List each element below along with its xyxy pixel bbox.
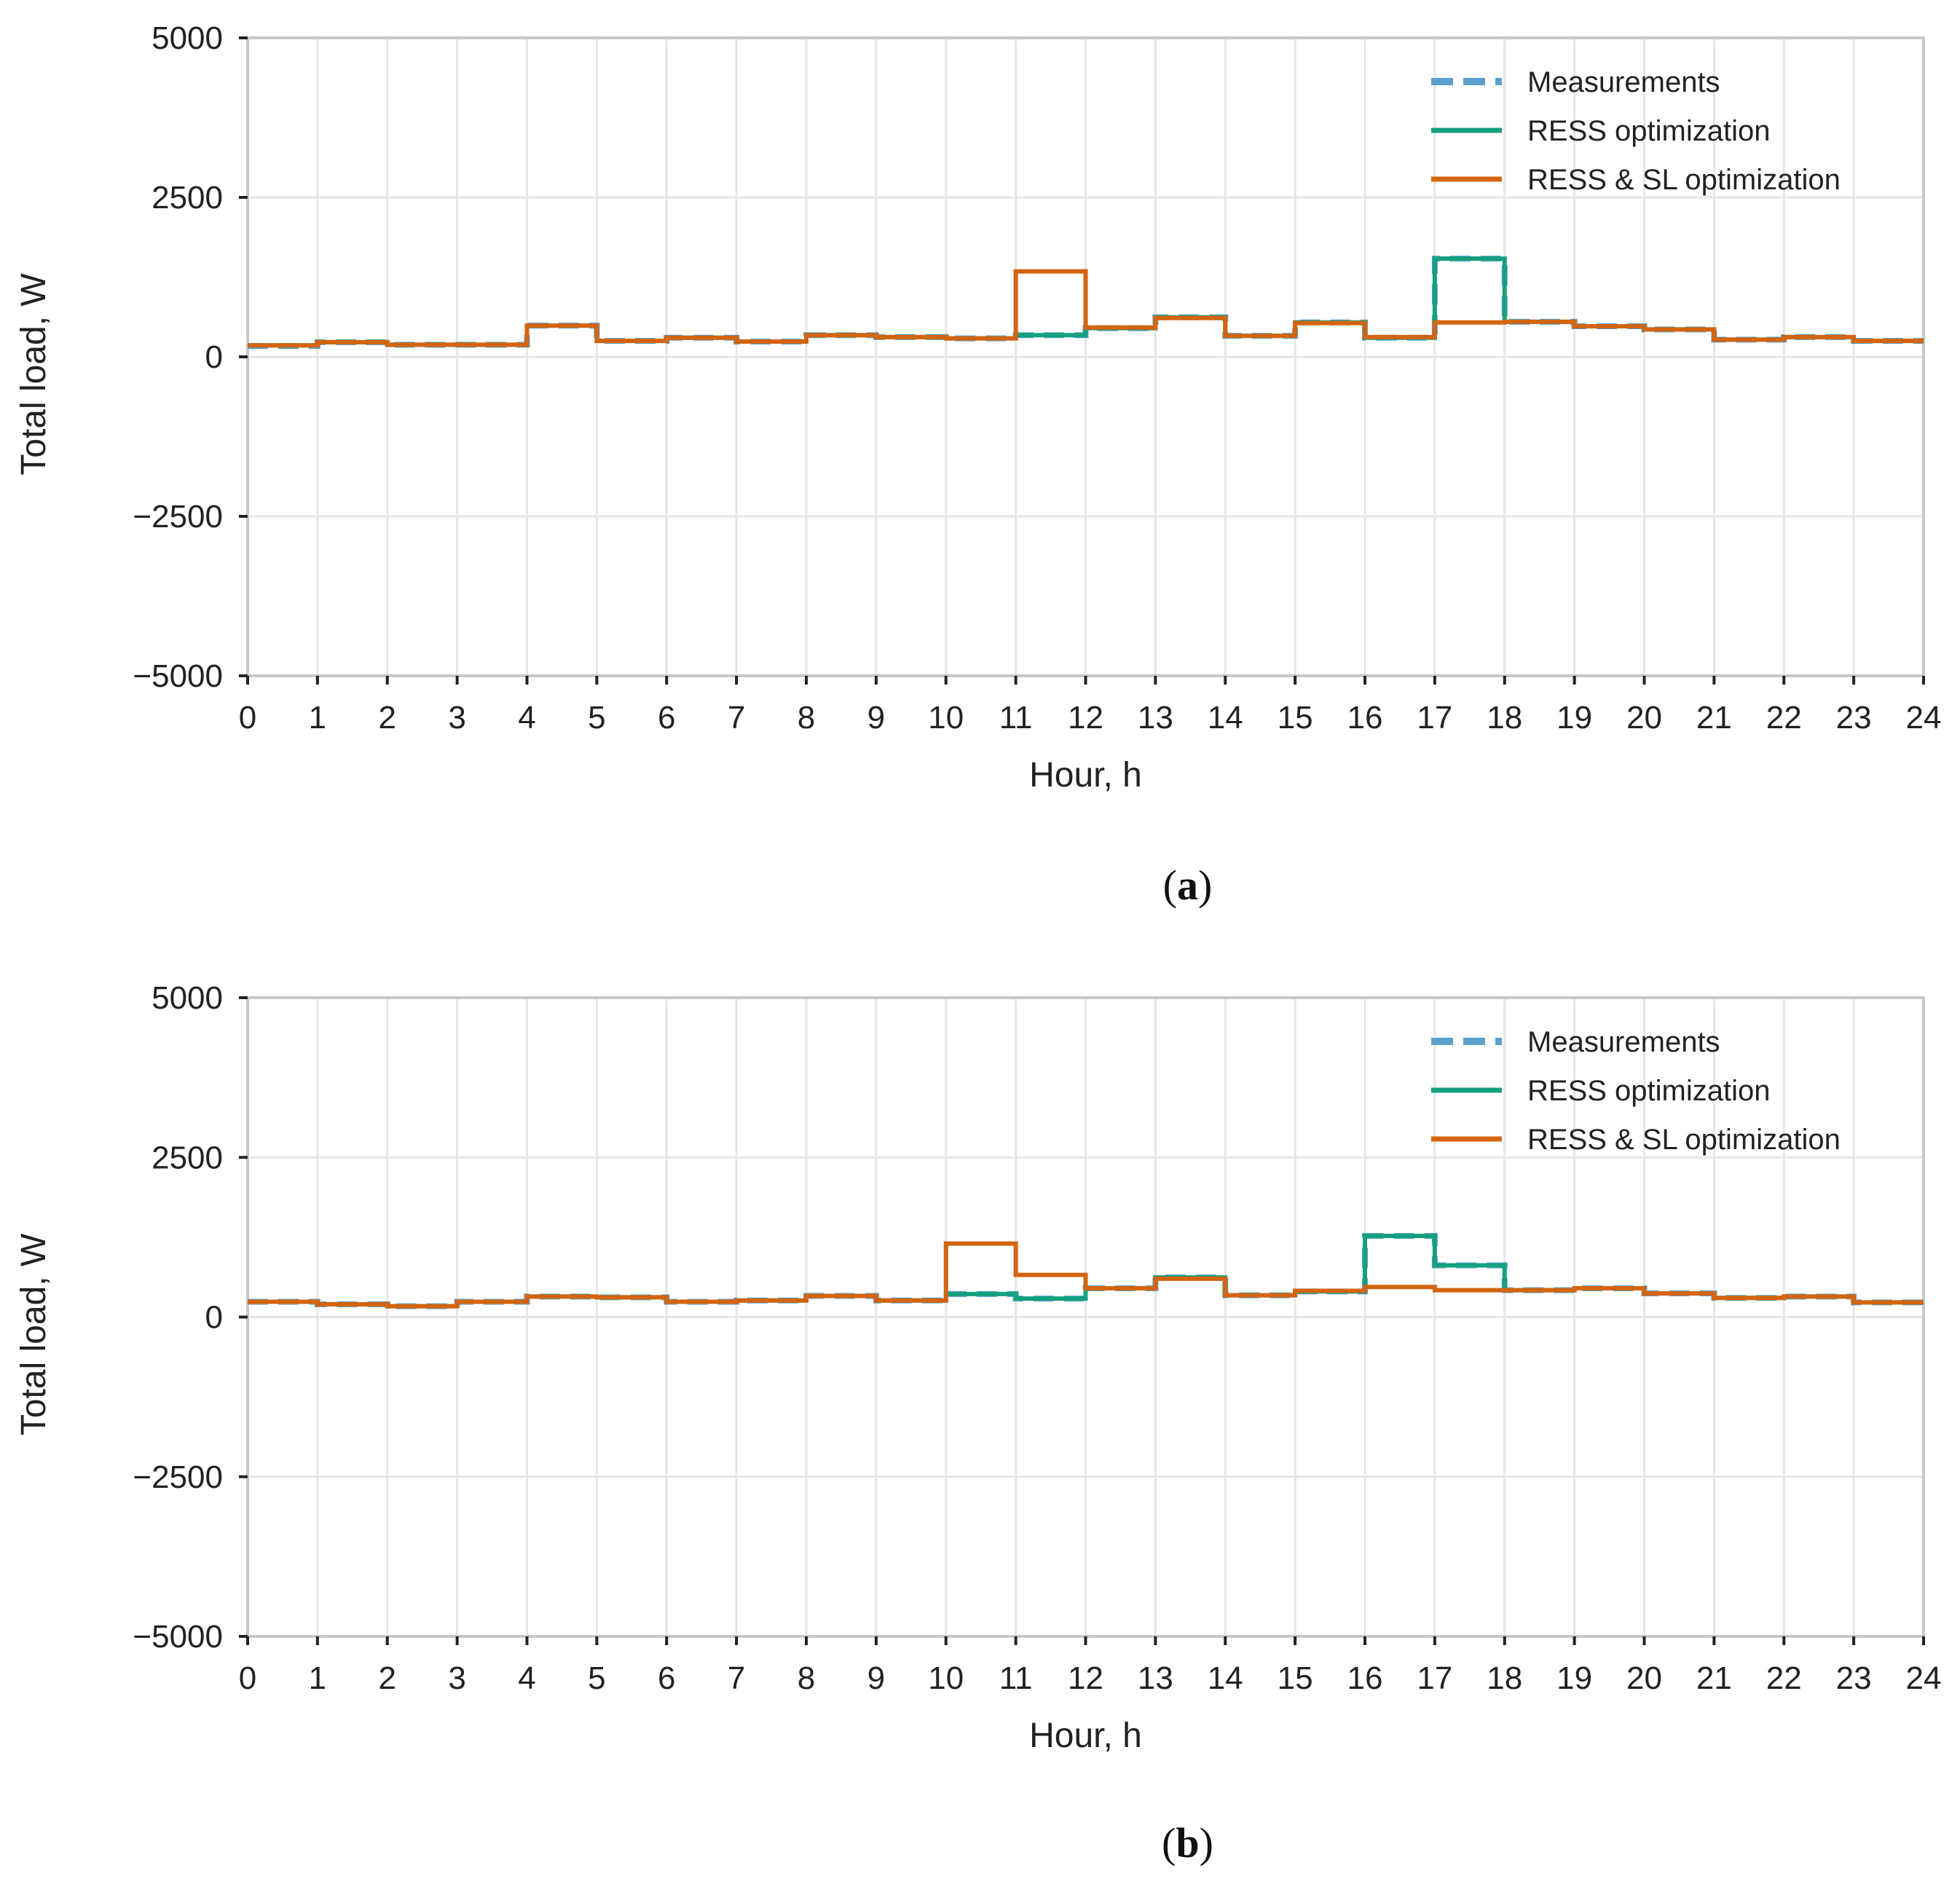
- x-axis-label: Hour, h: [1029, 756, 1142, 795]
- x-tick-label: 22: [1766, 700, 1802, 736]
- x-tick-label: 0: [239, 700, 256, 736]
- chart-panel-b: 0 1 2 3 4 5 6 7 8 9 10 11 12 13 14 15 16 17 18 19 20 21 22 23 24…: [15, 980, 1941, 1867]
- x-tick-label: 2: [379, 700, 396, 736]
- x-tick-label: 6: [658, 1660, 675, 1696]
- legend-label-1: Measurements: [1527, 1026, 1720, 1058]
- y-tick-label: −2500: [133, 499, 223, 535]
- caption-letter: b: [1176, 1819, 1199, 1867]
- x-tick-label: 24: [1906, 1660, 1942, 1696]
- x-tick-label: 12: [1068, 1660, 1103, 1696]
- legend-label-2: RESS optimization: [1527, 1075, 1770, 1107]
- caption-letter: a: [1177, 862, 1198, 909]
- x-tick-label: 17: [1417, 1660, 1452, 1696]
- y-tick-label: 0: [205, 1300, 223, 1336]
- caption-close-paren: ): [1198, 862, 1212, 909]
- y-tick-label: 2500: [151, 1140, 223, 1175]
- legend-label-1: Measurements: [1527, 66, 1720, 98]
- caption-open-paren: (: [1163, 862, 1177, 909]
- caption-close-paren: ): [1200, 1819, 1213, 1867]
- caption-open-paren: (: [1162, 1819, 1176, 1867]
- x-tick-label: 3: [448, 700, 465, 736]
- x-tick-label: 20: [1626, 1660, 1662, 1696]
- x-tick-label: 8: [798, 700, 815, 736]
- y-tick-label: 5000: [151, 980, 223, 1016]
- y-tick-label: 0: [205, 339, 223, 375]
- x-tick-label: 0: [239, 1660, 256, 1696]
- x-tick-label: 4: [518, 700, 535, 736]
- y-tick-label: 2500: [151, 180, 223, 216]
- x-tick-label: 21: [1696, 1660, 1732, 1696]
- x-tick-label: 1: [309, 700, 326, 736]
- y-axis-label: Total load, W: [15, 1233, 53, 1435]
- x-tick-label: 11: [999, 700, 1033, 736]
- x-tick-label: 10: [928, 1660, 964, 1696]
- x-tick-label: 13: [1138, 1660, 1173, 1696]
- x-tick-label: 19: [1556, 700, 1592, 736]
- x-tick-label: 1: [309, 1660, 326, 1696]
- series-line-3: [248, 269, 1924, 348]
- x-tick-label: 22: [1766, 1660, 1802, 1696]
- x-tick-label: 16: [1347, 700, 1383, 736]
- x-tick-label: 6: [658, 700, 675, 736]
- chart-panel-a: 0 1 2 3 4 5 6 7 8 9 10 11 12 13 14 15 16 17 18 19 20 21 22 23 24…: [15, 20, 1941, 909]
- x-tick-label: 15: [1278, 700, 1313, 736]
- x-tick-label: 18: [1487, 700, 1522, 736]
- x-tick-label: 9: [867, 1660, 885, 1696]
- x-tick-label: 18: [1487, 1660, 1522, 1696]
- x-tick-label: 10: [928, 700, 964, 736]
- x-tick-label: 5: [588, 700, 605, 736]
- x-tick-label: 3: [448, 1660, 465, 1696]
- legend-label-3: RESS & SL optimization: [1527, 1124, 1841, 1156]
- x-tick-label: 20: [1626, 700, 1662, 736]
- x-tick-label: 5: [588, 1660, 605, 1696]
- x-tick-label: 14: [1208, 1660, 1243, 1696]
- y-tick-label: −2500: [133, 1459, 223, 1495]
- x-tick-label: 21: [1696, 700, 1732, 736]
- x-tick-label: 7: [728, 1660, 745, 1696]
- y-tick-label: 5000: [151, 20, 223, 56]
- legend-label-3: RESS & SL optimization: [1527, 164, 1841, 196]
- x-tick-label: 8: [798, 1660, 815, 1696]
- y-axis-label: Total load, W: [15, 273, 53, 476]
- x-axis-label: Hour, h: [1029, 1716, 1142, 1755]
- x-tick-label: 17: [1417, 700, 1452, 736]
- x-tick-label: 11: [999, 1660, 1033, 1696]
- legend-label-2: RESS optimization: [1527, 115, 1770, 147]
- x-tick-label: 19: [1556, 1660, 1592, 1696]
- x-tick-label: 23: [1836, 1660, 1872, 1696]
- series-line-3: [248, 1241, 1924, 1309]
- x-tick-label: 15: [1278, 1660, 1313, 1696]
- x-tick-label: 7: [728, 700, 745, 736]
- x-tick-label: 24: [1906, 700, 1942, 736]
- x-tick-label: 16: [1347, 1660, 1383, 1696]
- x-tick-label: 14: [1208, 700, 1243, 736]
- x-tick-label: 4: [518, 1660, 535, 1696]
- panel-caption: (a): [1163, 862, 1213, 909]
- x-tick-label: 2: [379, 1660, 396, 1696]
- x-tick-label: 23: [1836, 700, 1872, 736]
- y-tick-label: −5000: [133, 1619, 223, 1655]
- panel-caption: (b): [1162, 1819, 1213, 1867]
- x-tick-label: 12: [1068, 700, 1103, 736]
- x-tick-label: 13: [1138, 700, 1173, 736]
- y-tick-label: −5000: [133, 658, 223, 694]
- x-tick-label: 9: [867, 700, 885, 736]
